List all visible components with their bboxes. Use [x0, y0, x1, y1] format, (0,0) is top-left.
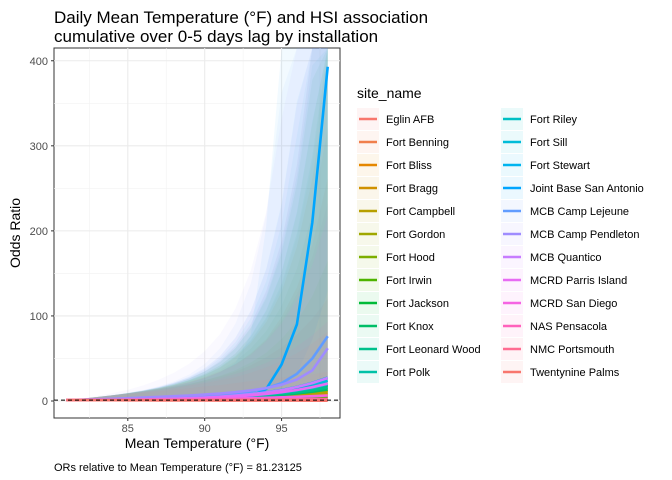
legend-label: MCB Camp Pendleton — [530, 229, 639, 241]
plot-panel — [53, 47, 341, 419]
confidence-band — [66, 261, 328, 401]
y-tick-label: 0 — [42, 396, 48, 408]
confidence-band — [66, 48, 328, 401]
legend-label: Fort Sill — [530, 137, 567, 149]
confidence-band — [66, 331, 328, 401]
x-tick-label: 85 — [122, 423, 134, 435]
x-axis: 85 90 95 — [122, 418, 288, 435]
legend-label: MCB Quantico — [530, 252, 602, 264]
y-tick-label: 400 — [30, 56, 48, 68]
legend-label: Twentynine Palms — [530, 367, 620, 379]
legend-label: MCB Camp Lejeune — [530, 206, 629, 218]
legend-label: Fort Knox — [386, 321, 434, 333]
legend-label: MCRD San Diego — [530, 298, 617, 310]
legend-label: MCRD Parris Island — [530, 275, 627, 287]
legend-label: NMC Portsmouth — [530, 344, 614, 356]
plot-background — [53, 47, 341, 419]
confidence-band — [66, 48, 328, 401]
confidence-band — [66, 48, 328, 401]
confidence-band — [66, 52, 328, 401]
legend-label: Fort Hood — [386, 252, 435, 264]
legend-label: Fort Benning — [386, 137, 449, 149]
confidence-band — [66, 215, 328, 401]
confidence-band — [66, 48, 328, 401]
confidence-band — [66, 203, 328, 401]
y-tick-label: 200 — [30, 226, 48, 238]
y-axis-title: Odds Ratio — [7, 198, 23, 268]
chart-title-line-2: cumulative over 0-5 days lag by installa… — [54, 27, 378, 46]
legend-label: Fort Gordon — [386, 229, 445, 241]
legend-title: site_name — [357, 85, 422, 101]
grid — [54, 48, 340, 418]
confidence-band — [66, 48, 328, 401]
confidence-band — [66, 127, 328, 401]
confidence-band — [66, 178, 328, 401]
confidence-band — [66, 48, 328, 401]
y-tick-label: 100 — [30, 311, 48, 323]
confidence-bands — [66, 48, 328, 401]
legend-label: Fort Bliss — [386, 160, 432, 172]
legend-label: Fort Irwin — [386, 275, 432, 287]
legend-label: Eglin AFB — [386, 114, 434, 126]
legend-label: Fort Stewart — [530, 160, 590, 172]
legend-label: Fort Polk — [386, 367, 431, 379]
legend-label: Fort Riley — [530, 114, 578, 126]
confidence-band — [66, 48, 328, 401]
legend-label: Fort Jackson — [386, 298, 449, 310]
confidence-band — [66, 48, 328, 401]
legend-label: Fort Bragg — [386, 183, 438, 195]
legend-label: Fort Campbell — [386, 206, 455, 218]
confidence-band — [66, 48, 328, 401]
confidence-band — [66, 48, 328, 401]
confidence-band — [66, 48, 328, 401]
confidence-band — [66, 48, 328, 401]
series-lines — [66, 66, 329, 402]
legend-label: Fort Leonard Wood — [386, 344, 481, 356]
chart-caption: ORs relative to Mean Temperature (°F) = … — [54, 462, 302, 474]
x-tick-label: 95 — [275, 423, 287, 435]
confidence-band — [66, 298, 328, 401]
x-tick-label: 90 — [199, 423, 211, 435]
legend: site_name Eglin AFB Fort Benning Fort Blis… — [357, 85, 644, 383]
confidence-band — [66, 48, 328, 401]
chart-title-line-1: Daily Mean Temperature (°F) and HSI asso… — [54, 8, 428, 27]
legend-label: NAS Pensacola — [530, 321, 608, 333]
x-axis-title: Mean Temperature (°F) — [125, 435, 270, 451]
y-tick-label: 300 — [30, 141, 48, 153]
confidence-band — [66, 321, 328, 401]
legend-label: Joint Base San Antonio — [530, 183, 644, 195]
y-axis: 0 100 200 300 400 — [30, 56, 54, 408]
